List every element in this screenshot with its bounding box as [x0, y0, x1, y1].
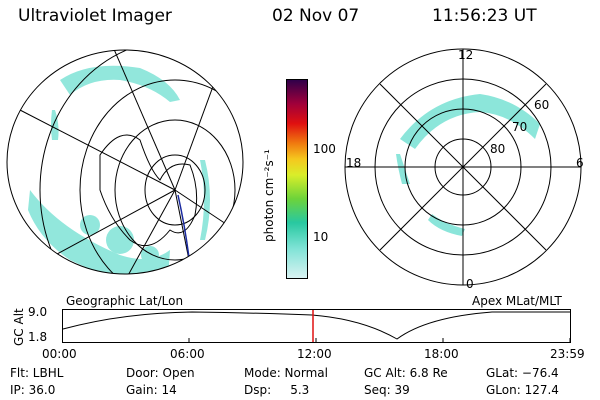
- satellite-track: [177, 194, 193, 274]
- xtick-1200: 12:00: [297, 347, 332, 361]
- color-scale-bar: [286, 79, 308, 279]
- altitude-ylabel: GC Alt: [12, 308, 26, 346]
- xtick-0000: 00:00: [42, 347, 77, 361]
- mode-info: Mode: Normal: [244, 366, 328, 380]
- geo-panel-label: Geographic Lat/Lon: [66, 294, 184, 308]
- apex-aurora-emission: [396, 94, 540, 236]
- seq-info: Seq: 39: [364, 383, 410, 397]
- aurora-emission: [28, 65, 210, 274]
- colorbar-tick-100: 100: [313, 142, 336, 156]
- xtick-1800: 18:00: [424, 347, 459, 361]
- time-label: 11:56:23 UT: [432, 6, 537, 26]
- mlt-label-18: 18: [346, 156, 362, 170]
- mlt-label-12: 12: [458, 48, 474, 62]
- ip-info: IP: 36.0: [10, 383, 56, 397]
- colorbar-unit-label: photon cm⁻²s⁻¹: [262, 149, 276, 242]
- colorbar-tick-10: 10: [313, 230, 329, 244]
- altitude-ytick-top: 9.0: [28, 305, 48, 319]
- xtick-0600: 06:00: [170, 347, 205, 361]
- altitude-curve: [62, 311, 570, 340]
- filter-info: Flt: LBHL: [10, 366, 64, 380]
- altitude-plot: [62, 309, 571, 343]
- door-info: Door: Open: [126, 366, 195, 380]
- lat-label-80: 80: [490, 142, 506, 156]
- mlt-label-6: 6: [576, 156, 584, 170]
- date-label: 02 Nov 07: [272, 6, 360, 26]
- lat-label-70: 70: [512, 120, 528, 134]
- geo-frame: [6, 49, 244, 275]
- apex-panel-label: Apex MLat/MLT: [472, 294, 562, 308]
- lat-label-60: 60: [534, 98, 550, 112]
- glat-info: GLat: −76.4: [486, 366, 559, 380]
- gain-info: Gain: 14: [126, 383, 177, 397]
- dsp-info: Dsp: 5.3: [244, 383, 310, 397]
- glon-info: GLon: 127.4: [486, 383, 559, 397]
- altitude-ytick-bottom: 1.8: [28, 330, 48, 344]
- coastline: [99, 134, 198, 247]
- xtick-2359: 23:59: [550, 347, 585, 361]
- apex-polar-plot: [344, 48, 582, 286]
- mlt-label-0: 0: [466, 277, 474, 291]
- instrument-title: Ultraviolet Imager: [18, 6, 172, 26]
- geographic-map: [6, 49, 244, 275]
- gc-alt-info: GC Alt: 6.8 Re: [364, 366, 448, 380]
